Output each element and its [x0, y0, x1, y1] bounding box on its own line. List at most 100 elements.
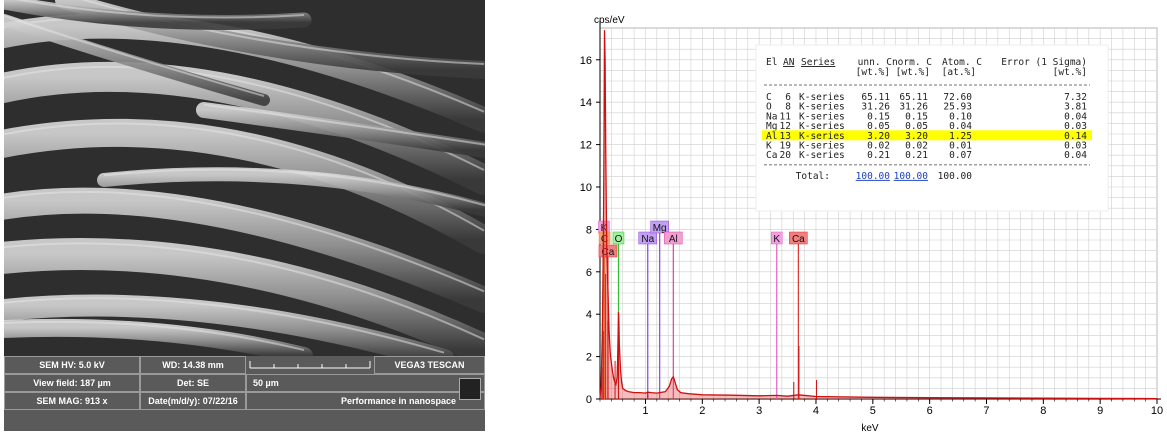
table-cell-value: 0.21	[867, 150, 890, 161]
table-cell-value: 31.26	[861, 102, 890, 113]
tescan-logo	[459, 378, 481, 400]
table-cell-value: 0.02	[867, 141, 890, 152]
table-cell-value: 72.60	[943, 92, 972, 103]
fiber-strand	[4, 14, 270, 106]
y-tick-label: 10	[580, 182, 592, 194]
table-cell-value: 25.93	[943, 102, 972, 113]
spectrum-line	[599, 30, 1158, 400]
table-unit-cell: [wt.%]	[856, 67, 890, 78]
x-tick-label: 4	[813, 405, 819, 417]
table-cell-element: K	[766, 141, 772, 152]
marker-label: Ca	[792, 234, 805, 245]
x-tick-label: 10	[1151, 405, 1163, 417]
x-tick-label: 9	[1097, 405, 1103, 417]
table-cell-value: 3.81	[1064, 102, 1087, 113]
table-cell-value: 31.26	[899, 102, 928, 113]
sem-brand-label: VEGA3 TESCAN	[374, 356, 485, 374]
table-cell-value: 65.11	[899, 92, 928, 103]
table-cell-value: 0.04	[1064, 111, 1087, 122]
table-cell-element: C	[766, 92, 772, 103]
table-cell-element: O	[766, 102, 772, 113]
sem-date-label: Date(m/d/y): 07/22/16	[140, 392, 246, 410]
table-header-cell: Series	[801, 57, 835, 68]
fiber-highlight	[80, 0, 485, 65]
y-tick-label: 4	[586, 309, 592, 321]
fiber-highlight	[4, 242, 485, 341]
y-tick-label: 14	[580, 97, 592, 109]
table-header-cell: unn. C	[858, 57, 892, 68]
sem-mag-label: SEM MAG: 913 x	[4, 392, 140, 410]
table-cell-value: 1.25	[949, 131, 972, 142]
table-cell-series: K-series	[799, 141, 845, 152]
table-cell-value: 0.05	[905, 121, 928, 132]
fiber-strand	[97, 167, 485, 217]
table-total-value: 100.00	[938, 171, 973, 182]
table-unit-cell: [at.%]	[942, 67, 976, 78]
table-cell-series: K-series	[799, 92, 845, 103]
x-tick-label: 8	[1040, 405, 1046, 417]
table-cell-an: 20	[780, 150, 792, 161]
table-cell-element: Mg	[766, 121, 777, 132]
x-tick-label: 3	[756, 405, 762, 417]
marker-label: O	[615, 234, 623, 245]
scale-bar	[246, 356, 374, 374]
table-total-label: Total:	[796, 171, 830, 182]
table-cell-element: Al	[766, 131, 777, 142]
table-cell-an: 6	[785, 92, 791, 103]
marker-label: Na	[641, 234, 654, 245]
table-total-value: 100.00	[856, 171, 891, 182]
sem-scale-label: 50 µm	[246, 374, 485, 392]
marker-badge	[650, 220, 669, 234]
table-cell-series: K-series	[799, 131, 845, 142]
sem-slogan-label: Performance in nanospace	[246, 392, 485, 410]
table-header-cell: Atom. C	[942, 57, 982, 68]
fiber-highlight	[4, 15, 265, 97]
sem-wd-label: WD: 14.38 mm	[140, 356, 246, 374]
sem-image	[4, 0, 485, 356]
marker-label: K	[773, 234, 780, 245]
table-cell-an: 12	[780, 121, 791, 132]
marker-badge	[664, 231, 683, 245]
table-unit-cell: [wt.%]	[1053, 67, 1087, 78]
marker-badge	[612, 231, 625, 245]
table-cell-value: 0.04	[949, 121, 972, 132]
table-header-cell: El	[766, 57, 777, 68]
y-tick-label: 16	[580, 55, 592, 67]
fiber-highlight	[15, 0, 305, 19]
table-cell-value: 0.07	[949, 150, 972, 161]
sem-info-bar: SEM HV: 5.0 kV WD: 14.38 mm VEGA3 TESCAN…	[4, 356, 485, 431]
table-background	[755, 44, 1109, 212]
table-cell-an: 19	[780, 141, 792, 152]
x-tick-label: 1	[642, 405, 648, 417]
table-cell-value: 0.01	[949, 141, 972, 152]
table-cell-value: 0.15	[867, 111, 890, 122]
fiber-strand	[196, 102, 485, 158]
table-header-cell: AN	[783, 57, 795, 68]
spectrum-series	[599, 30, 1158, 400]
table-cell-series: K-series	[799, 102, 845, 113]
marker-label: Al	[669, 234, 678, 245]
fiber-strand	[4, 118, 485, 254]
marker-badge	[598, 231, 611, 245]
fiber-highlight	[4, 190, 485, 293]
x-tick-label: 7	[983, 405, 989, 417]
table-cell-value: 0.05	[867, 121, 890, 132]
highlight-row-bg	[762, 130, 1092, 141]
table-cell-value: 65.11	[861, 92, 890, 103]
x-tick-label: 2	[699, 405, 705, 417]
y-axis-label: cps/eV	[594, 15, 625, 26]
table-cell-an: 8	[785, 102, 791, 113]
fiber-strand	[4, 238, 485, 356]
table-header-cell: norm. C	[892, 57, 932, 68]
table-cell-value: 3.20	[905, 131, 928, 142]
marker-badge	[789, 231, 808, 245]
fiber-highlight	[4, 297, 445, 354]
table-header-cell: Error (1 Sigma)	[1001, 57, 1087, 68]
fiber-strand	[4, 294, 455, 356]
sem-detector-label: Det: SE	[140, 374, 246, 392]
table-cell-value: 0.04	[1064, 150, 1087, 161]
fiber-highlight	[203, 103, 485, 146]
fiber-strand	[4, 0, 312, 30]
table-cell-series: K-series	[799, 111, 845, 122]
fiber-strand	[4, 187, 485, 313]
